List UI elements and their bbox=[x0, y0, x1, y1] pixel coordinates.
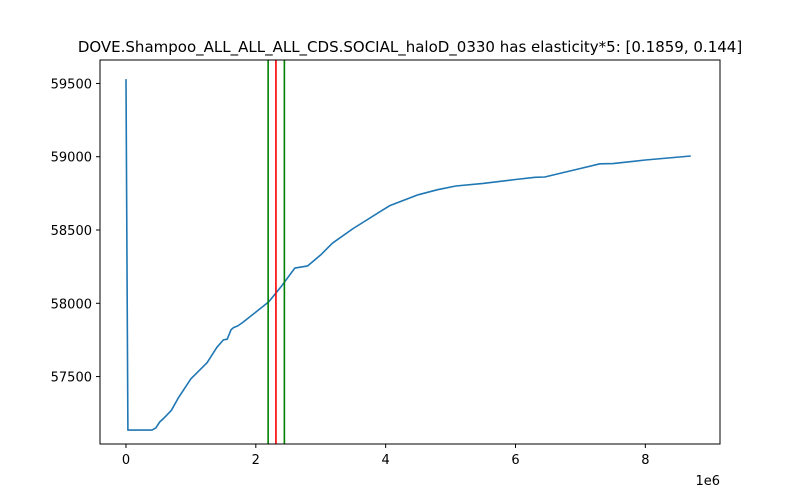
y-tick-label: 58000 bbox=[51, 297, 92, 312]
x-axis: 0 2 4 6 8 bbox=[122, 444, 649, 468]
series-line-0 bbox=[125, 79, 691, 431]
y-tick-label: 59500 bbox=[51, 77, 92, 92]
x-tick-label: 0 bbox=[122, 453, 130, 468]
x-tick-label: 2 bbox=[252, 453, 260, 468]
axes-frame bbox=[99, 59, 721, 445]
chart-title: DOVE.Shampoo_ALL_ALL_ALL_CDS.SOCIAL_halo… bbox=[78, 38, 742, 57]
x-tick-label: 6 bbox=[511, 453, 519, 468]
y-axis: 57500 58000 58500 59000 59500 bbox=[51, 77, 100, 386]
y-tick-label: 59000 bbox=[51, 151, 92, 166]
x-tick-label: 4 bbox=[382, 453, 390, 468]
y-tick-label: 57500 bbox=[51, 371, 92, 386]
x-tick-label: 8 bbox=[641, 453, 649, 468]
plot-area bbox=[125, 60, 691, 444]
y-tick-label: 58500 bbox=[51, 224, 92, 239]
x-offset-label: 1e6 bbox=[695, 474, 720, 489]
